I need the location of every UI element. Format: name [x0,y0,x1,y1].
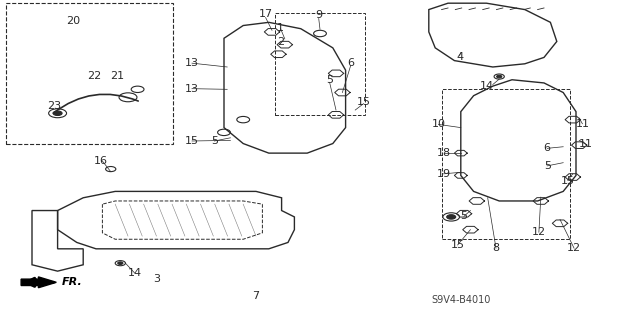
Text: 5: 5 [544,161,550,171]
Text: 3: 3 [154,274,160,284]
Text: 18: 18 [436,148,451,158]
Text: 14: 14 [479,81,493,91]
Text: 12: 12 [532,227,546,237]
Text: 5: 5 [211,136,218,146]
Text: S9V4-B4010: S9V4-B4010 [431,295,490,305]
Text: 6: 6 [348,58,354,68]
Circle shape [53,111,62,115]
Text: 5: 5 [326,75,333,85]
Text: 5: 5 [461,211,467,221]
Text: 21: 21 [110,71,124,81]
Text: 7: 7 [252,291,260,301]
Text: 12: 12 [567,243,581,253]
Bar [275,13,365,115]
Text: 2: 2 [276,37,284,47]
Circle shape [118,262,123,264]
Text: 14: 14 [127,268,141,278]
Bar [442,89,570,239]
Text: 15: 15 [185,136,199,146]
Bar [6,3,173,144]
Text: 20: 20 [67,16,81,26]
Text: 4: 4 [456,52,463,63]
Text: 19: 19 [436,169,451,179]
Polygon shape [21,277,56,288]
Text: 9: 9 [315,10,323,20]
Text: 15: 15 [561,176,575,186]
Text: 10: 10 [431,119,445,130]
Circle shape [497,75,502,78]
Text: 11: 11 [575,119,589,129]
Text: 22: 22 [88,71,102,81]
FancyArrowPatch shape [30,279,52,285]
Text: 1: 1 [277,23,284,33]
Text: 15: 15 [356,97,371,107]
Text: 16: 16 [93,156,108,166]
Text: 6: 6 [544,143,550,153]
Text: 17: 17 [259,9,273,19]
Text: 8: 8 [492,243,500,253]
Text: FR.: FR. [62,277,83,287]
Text: 13: 13 [185,58,199,68]
Text: 15: 15 [451,240,465,250]
Circle shape [447,215,456,219]
Text: 23: 23 [47,101,61,111]
Text: 13: 13 [185,84,199,94]
Text: 11: 11 [579,139,593,149]
